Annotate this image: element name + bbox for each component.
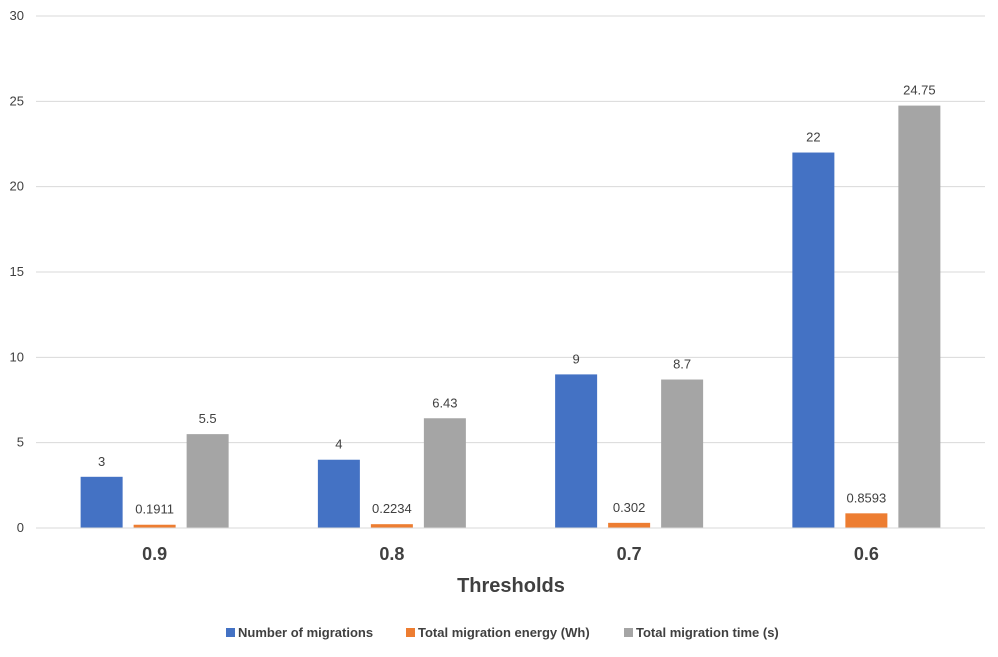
y-tick-label: 0 xyxy=(17,520,24,535)
y-tick-label: 25 xyxy=(10,93,24,108)
legend-swatch xyxy=(624,628,633,637)
legend-swatch xyxy=(226,628,235,637)
x-tick-label: 0.9 xyxy=(142,544,167,564)
bar xyxy=(845,513,888,528)
data-label: 22 xyxy=(806,130,820,145)
bar xyxy=(661,379,704,528)
data-label: 24.75 xyxy=(903,83,936,98)
x-axis-title: Thresholds xyxy=(457,575,565,597)
y-tick-label: 20 xyxy=(10,179,24,194)
data-label: 0.8593 xyxy=(846,490,886,505)
x-tick-label: 0.6 xyxy=(854,544,879,564)
data-label: 3 xyxy=(98,454,105,469)
y-tick-label: 5 xyxy=(17,435,24,450)
data-label: 6.43 xyxy=(432,395,457,410)
x-tick-label: 0.7 xyxy=(617,544,642,564)
data-label: 0.1911 xyxy=(135,502,174,517)
y-tick-label: 15 xyxy=(10,264,24,279)
legend-label: Total migration energy (Wh) xyxy=(418,625,590,640)
bar xyxy=(80,476,123,528)
y-tick-label: 30 xyxy=(10,8,24,23)
data-label: 4 xyxy=(335,437,342,452)
bar xyxy=(370,524,413,528)
data-label: 5.5 xyxy=(199,411,217,426)
bar xyxy=(608,522,651,528)
legend-swatch xyxy=(406,628,415,637)
bar xyxy=(898,105,941,528)
data-label: 0.2234 xyxy=(372,501,412,516)
data-label: 8.7 xyxy=(673,357,691,372)
bar xyxy=(133,524,176,528)
bar xyxy=(792,152,835,529)
legend-label: Number of migrations xyxy=(238,625,373,640)
y-tick-label: 10 xyxy=(10,349,24,364)
data-label: 0.302 xyxy=(613,500,646,515)
data-label: 9 xyxy=(573,351,580,366)
bar xyxy=(317,459,360,528)
bar xyxy=(423,418,466,528)
legend-label: Total migration time (s) xyxy=(636,625,779,640)
bar xyxy=(555,374,598,528)
bar xyxy=(186,434,229,528)
x-tick-label: 0.8 xyxy=(379,544,404,564)
